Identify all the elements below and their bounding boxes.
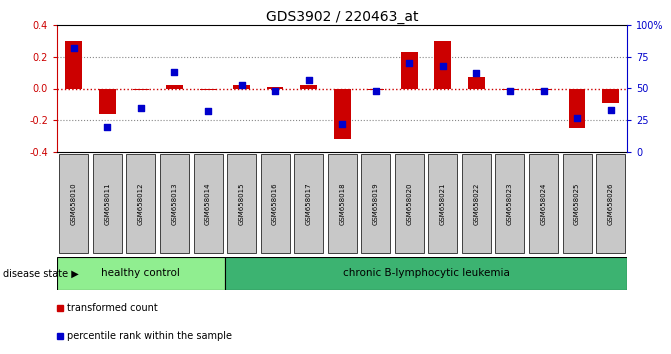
- Bar: [401, 52, 417, 88]
- Text: GSM658024: GSM658024: [541, 182, 546, 225]
- Bar: [334, 88, 351, 139]
- Point: [102, 124, 113, 130]
- FancyBboxPatch shape: [160, 154, 189, 253]
- Text: GSM658020: GSM658020: [407, 182, 412, 225]
- FancyBboxPatch shape: [294, 154, 323, 253]
- Title: GDS3902 / 220463_at: GDS3902 / 220463_at: [266, 10, 419, 24]
- Text: GSM658023: GSM658023: [507, 182, 513, 225]
- Text: GSM658021: GSM658021: [440, 182, 446, 225]
- Text: GSM658015: GSM658015: [239, 182, 244, 225]
- Point: [203, 109, 213, 114]
- Point: [169, 69, 180, 75]
- Bar: [166, 85, 183, 88]
- Bar: [368, 88, 384, 90]
- Text: GSM658016: GSM658016: [272, 182, 278, 225]
- Point: [538, 88, 549, 94]
- Point: [572, 115, 582, 121]
- Bar: [234, 85, 250, 88]
- Point: [605, 107, 616, 113]
- Point: [337, 121, 348, 127]
- Text: GSM658017: GSM658017: [306, 182, 311, 225]
- FancyBboxPatch shape: [227, 154, 256, 253]
- Bar: [99, 88, 116, 114]
- Point: [505, 88, 515, 94]
- Point: [236, 82, 247, 87]
- Text: chronic B-lymphocytic leukemia: chronic B-lymphocytic leukemia: [343, 268, 509, 279]
- Text: healthy control: healthy control: [101, 268, 180, 279]
- Point: [68, 45, 79, 51]
- Text: GSM658014: GSM658014: [205, 182, 211, 225]
- Text: GSM658025: GSM658025: [574, 182, 580, 225]
- Text: GSM658010: GSM658010: [71, 182, 76, 225]
- FancyBboxPatch shape: [495, 154, 525, 253]
- FancyBboxPatch shape: [260, 154, 290, 253]
- FancyBboxPatch shape: [57, 257, 225, 290]
- Text: GSM658026: GSM658026: [608, 182, 613, 225]
- Text: disease state ▶: disease state ▶: [3, 268, 79, 279]
- Bar: [468, 78, 484, 88]
- FancyBboxPatch shape: [529, 154, 558, 253]
- FancyBboxPatch shape: [327, 154, 357, 253]
- FancyBboxPatch shape: [361, 154, 391, 253]
- FancyBboxPatch shape: [462, 154, 491, 253]
- Text: percentile rank within the sample: percentile rank within the sample: [67, 331, 232, 341]
- Bar: [603, 88, 619, 103]
- Bar: [133, 88, 150, 90]
- FancyBboxPatch shape: [193, 154, 223, 253]
- Bar: [200, 88, 216, 90]
- FancyBboxPatch shape: [596, 154, 625, 253]
- FancyBboxPatch shape: [395, 154, 424, 253]
- Text: GSM658022: GSM658022: [474, 182, 479, 225]
- Point: [136, 105, 146, 110]
- Bar: [535, 88, 552, 90]
- FancyBboxPatch shape: [562, 154, 592, 253]
- FancyBboxPatch shape: [126, 154, 156, 253]
- Text: GSM658019: GSM658019: [373, 182, 378, 225]
- FancyBboxPatch shape: [93, 154, 122, 253]
- Point: [471, 70, 482, 76]
- FancyBboxPatch shape: [225, 257, 627, 290]
- Point: [270, 88, 280, 94]
- Point: [404, 60, 415, 66]
- Bar: [267, 87, 283, 88]
- Point: [303, 77, 314, 82]
- Bar: [569, 88, 586, 129]
- Text: GSM658011: GSM658011: [105, 182, 110, 225]
- Text: transformed count: transformed count: [67, 303, 158, 313]
- Bar: [502, 88, 519, 90]
- Text: GSM658018: GSM658018: [340, 182, 345, 225]
- Text: GSM658013: GSM658013: [172, 182, 177, 225]
- Point: [370, 88, 381, 94]
- FancyBboxPatch shape: [59, 154, 89, 253]
- Text: GSM658012: GSM658012: [138, 182, 144, 225]
- FancyBboxPatch shape: [428, 154, 458, 253]
- Bar: [301, 85, 317, 88]
- Bar: [435, 41, 451, 88]
- Point: [437, 63, 448, 68]
- Bar: [66, 41, 83, 88]
